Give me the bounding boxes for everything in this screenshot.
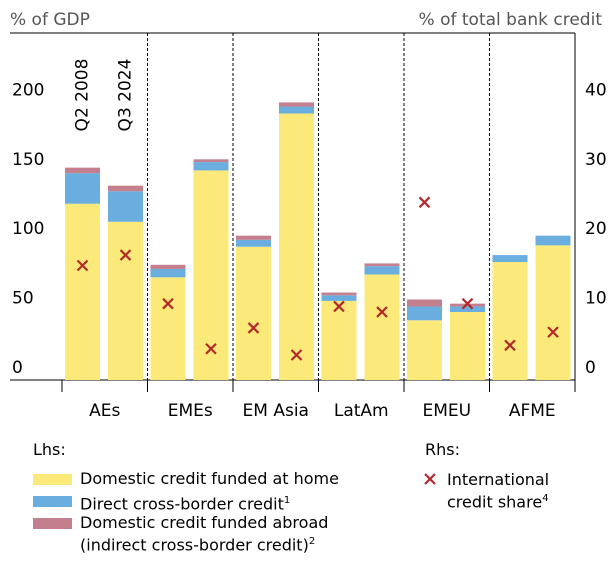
legend-group: Lhs: [33,440,66,459]
legend-text: International credit share [447,470,550,512]
bar-segment [108,191,143,222]
bar-segment [193,170,229,380]
bar-segment [407,320,442,380]
scatter-marker [461,297,474,310]
bar-segment [407,299,442,307]
y-tick-label: 200 [12,80,44,100]
bar-segment [150,277,186,380]
y-tick-label: 150 [12,150,44,170]
scatter-marker [333,300,345,313]
legend-marker [424,473,436,485]
y2-tick-label: 40 [585,80,607,100]
y2-tick-label: 0 [585,358,596,378]
bar-segment [450,311,485,380]
scatter-marker [119,249,132,261]
scatter-marker [247,322,260,334]
footnote: 1 [283,495,291,506]
footnote: 2 [308,536,316,547]
scatter-marker [205,342,217,355]
bar-segment [535,235,571,246]
y-tick-label: 100 [12,219,44,239]
bar-segment [193,159,229,163]
legend-text: Domestic credit funded at home [80,469,339,488]
legend-group: Rhs: [425,440,460,459]
scatter-marker [76,259,89,272]
scatter-marker [547,326,559,338]
y-tick-label: 50 [12,289,34,309]
bar-segment [492,255,528,263]
y2-axis-label: % of total bank credit [419,10,603,30]
legend-marker-shape [424,473,436,485]
legend-text: Domestic credit funded abroad (indirect … [80,513,329,555]
legend-label: Direct cross-border credit1 [80,491,380,513]
legend-swatch [33,496,72,507]
bar-segment [108,185,143,192]
chart: % of GDP % of total bank credit 05010015… [10,10,607,421]
x-tick-label: LatAm [334,401,389,421]
legend-label: Domestic credit funded at home [80,469,380,488]
bar-segment [150,268,186,278]
scatter-marker [376,306,388,318]
y-tick-label: 0 [12,358,23,378]
y2-tick-label: 20 [585,219,607,239]
bar-segment [65,173,100,204]
scatter-marker [290,349,303,361]
scatter-marker [504,339,516,352]
x-tick-label: EMEs [168,401,213,421]
bar-segment [65,167,100,174]
bar-segment [279,113,314,380]
bar-segment [407,306,442,321]
bar-segment [535,245,571,380]
bar-segment [65,203,100,380]
x-tick-label: AEs [89,401,120,421]
bar-segment [321,300,357,380]
bar-segment [364,266,400,275]
legend-swatch [33,518,72,529]
bar-segment [193,162,229,171]
bar-segment [450,306,485,312]
bar-segment [321,292,357,296]
scatter-marker [162,297,174,310]
bar-segment [279,106,314,114]
y-axis-label: % of GDP [10,10,90,30]
bar-segment [364,274,400,380]
bar-segment [236,246,271,380]
bar-segment [321,295,357,301]
x-tick-label: EM Asia [243,401,309,421]
period-label: Q2 2008 [73,59,93,132]
bar-segment [364,263,400,267]
footnote: 4 [542,493,549,504]
scatter-marker [418,196,431,209]
y2-tick-label: 10 [585,289,607,309]
legend-label: International credit share4 [447,470,577,511]
x-tick-label: AFME [509,401,556,421]
bar-segment [150,264,186,269]
x-tick-label: EMEU [422,401,471,421]
bar-segment [492,262,528,380]
bar-segment [236,235,271,240]
bar-segment [108,221,143,380]
period-label: Q3 2024 [116,59,136,132]
legend-text: Direct cross-border credit [80,494,284,514]
bar-segment [236,239,271,247]
bar-segment [279,102,314,107]
y2-tick-label: 30 [585,150,607,170]
legend-swatch [33,474,72,485]
legend-label: Domestic credit funded abroad (indirect … [80,513,380,554]
